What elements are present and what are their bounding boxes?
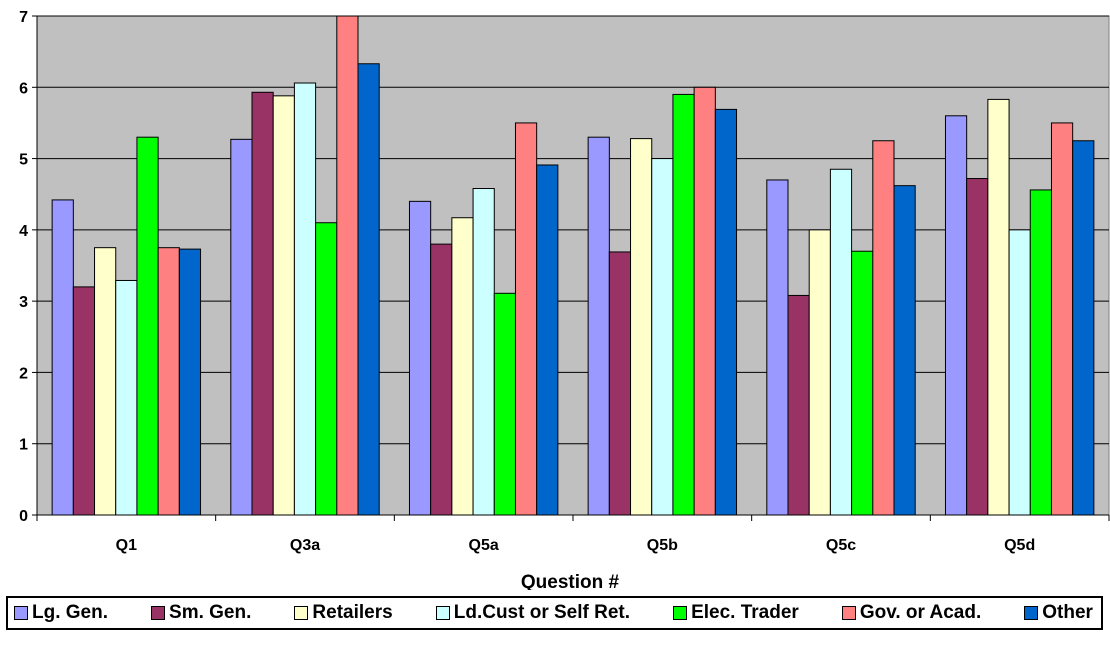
bar-q3a-series-3 [272, 95, 295, 516]
bar-q5c-series-1 [766, 179, 789, 516]
bar-q5c-series-5 [851, 250, 874, 516]
bar-q5b-series-4 [651, 158, 674, 516]
bar-q3a-series-1 [230, 138, 253, 516]
x-tick-label-q5c: Q5c [826, 537, 856, 554]
y-tick-label: 5 [19, 152, 28, 169]
bar-q5d-series-3 [987, 98, 1010, 516]
bar-q5d-series-4 [1008, 229, 1031, 516]
bar-q3a-series-6 [336, 15, 359, 516]
legend-swatch [673, 606, 688, 620]
legend-label: Sm. Gen. [169, 602, 252, 623]
legend-label: Other [1042, 602, 1093, 623]
gridlines [32, 15, 1109, 516]
bar-q5b-series-6 [693, 86, 716, 516]
bar-q5c-series-7 [893, 185, 916, 516]
bar-q3a-series-2 [251, 91, 274, 516]
legend-swatch [1024, 606, 1039, 620]
bar-q5d-series-6 [1050, 122, 1074, 516]
bar-q1-series-7 [178, 248, 202, 516]
bar-q5c-series-2 [787, 294, 810, 516]
legend-label: Ld.Cust or Self Ret. [453, 602, 631, 623]
bar-q1-series-1 [51, 199, 74, 516]
y-tick-labels: 0 1 2 3 4 5 6 7 [19, 9, 28, 525]
bar-q1-series-4 [115, 279, 138, 516]
bar-q5a-series-3 [451, 217, 474, 516]
bar-q1-series-6 [157, 247, 180, 516]
bar-q5a-series-2 [430, 243, 453, 516]
y-tick-label: 7 [19, 9, 28, 26]
bar-q5a-series-7 [536, 164, 559, 516]
bars [51, 15, 1095, 516]
legend-item: Ld.Cust or Self Ret. [435, 602, 631, 624]
legend-swatch [841, 606, 856, 620]
x-axis-title: Question # [521, 572, 620, 590]
bar-q5d-series-5 [1029, 189, 1052, 516]
bar-q3a-series-4 [293, 82, 317, 516]
bar-q3a-series-7 [357, 63, 380, 516]
bar-q5b-series-3 [630, 138, 653, 516]
legend-label: Gov. or Acad. [859, 602, 982, 623]
y-tick-label: 2 [19, 365, 28, 382]
legend-label: Elec. Trader [691, 602, 799, 623]
bar-q5c-series-4 [829, 168, 853, 516]
legend-item: Elec. Trader [673, 602, 799, 624]
y-tick-label: 4 [19, 223, 28, 240]
bar-q5a-series-6 [514, 122, 538, 516]
bar-q5b-series-2 [608, 251, 632, 516]
bar-q5c-series-6 [872, 140, 895, 516]
legend: Lg. Gen. Sm. Gen. Retailers Ld.Cust or Self… [6, 596, 1103, 630]
bar-q5a-series-5 [493, 292, 516, 516]
bar-q5d-series-7 [1072, 140, 1095, 516]
x-tick-label-q5b: Q5b [647, 537, 678, 554]
x-tick-label-q1: Q1 [116, 537, 137, 554]
x-tick-labels: Q1 Q3a Q5a Q5b Q5c Q5d [116, 537, 1036, 554]
x-tick-label-q5d: Q5d [1004, 537, 1035, 554]
bar-q5d-series-1 [944, 115, 968, 516]
bar-q5b-series-7 [714, 108, 738, 516]
legend-label: Retailers [312, 602, 393, 623]
bar-q5b-series-5 [672, 93, 695, 516]
x-tick-label-q5a: Q5a [469, 537, 499, 554]
legend-item: Lg. Gen. [14, 602, 108, 624]
bar-q1-series-2 [72, 286, 96, 516]
axes [36, 16, 1110, 521]
bar-q5b-series-1 [587, 136, 610, 516]
legend-item: Gov. or Acad. [841, 602, 982, 624]
legend-label: Lg. Gen. [32, 602, 108, 623]
x-tick-label-q3a: Q3a [290, 537, 320, 554]
legend-swatch [435, 606, 450, 620]
y-tick-label: 3 [19, 294, 28, 311]
bar-q5a-series-4 [472, 188, 495, 516]
legend-swatch [14, 606, 28, 620]
bar-q3a-series-5 [315, 222, 338, 516]
bar-q1-series-5 [136, 136, 159, 516]
legend-item: Other [1024, 602, 1093, 624]
bar-q5a-series-1 [408, 200, 432, 516]
plot-area [36, 15, 1110, 516]
bar-chart: 0 1 2 3 4 5 6 7 Q1 Q3a Q5a Q5b Q5c Q5d Question # [19, 9, 1110, 590]
y-tick-label: 6 [19, 80, 28, 97]
y-tick-label: 0 [19, 508, 28, 525]
legend-item: Retailers [294, 602, 393, 624]
bar-q1-series-3 [94, 247, 117, 516]
y-tick-label: 1 [19, 437, 28, 454]
legend-swatch [294, 606, 309, 620]
bar-q5d-series-2 [966, 178, 989, 516]
legend-swatch [151, 606, 166, 620]
legend-item: Sm. Gen. [151, 602, 251, 624]
bar-q5c-series-3 [808, 229, 831, 516]
